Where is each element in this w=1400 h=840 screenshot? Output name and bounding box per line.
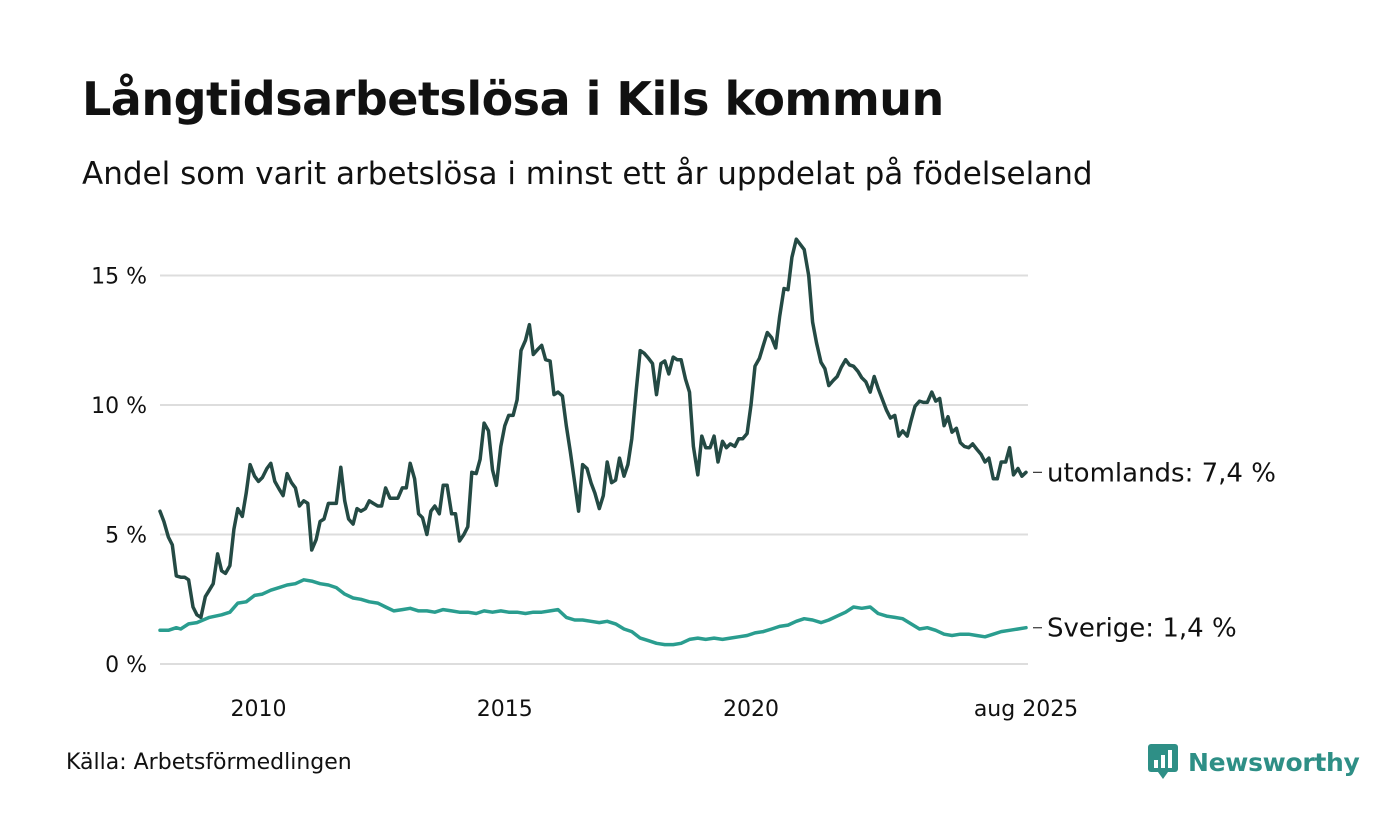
series-line-sverige bbox=[158, 578, 1028, 647]
brand-name: Newsworthy bbox=[1188, 747, 1360, 777]
source-note: Källa: Arbetsförmedlingen bbox=[66, 750, 352, 775]
series-line-utomlands bbox=[158, 237, 1028, 620]
x-tick-label: aug 2025 bbox=[974, 697, 1078, 722]
newsworthy-logo-icon bbox=[1148, 744, 1178, 779]
y-tick-label: 10 % bbox=[91, 394, 147, 419]
end-labels: utomlands: 7,4 % Sverige: 1,4 % bbox=[1033, 458, 1276, 644]
y-tick-label: 15 % bbox=[91, 265, 147, 290]
gridlines bbox=[160, 274, 1028, 665]
chart-subtitle: Andel som varit arbetslösa i minst ett å… bbox=[82, 156, 1093, 192]
chart-title: Långtidsarbetslösa i Kils kommun bbox=[82, 72, 944, 126]
y-axis-ticks: 0 % 5 % 10 % 15 % bbox=[91, 265, 147, 679]
end-label-utomlands: utomlands: 7,4 % bbox=[1047, 458, 1276, 488]
x-tick-label: 2010 bbox=[231, 697, 287, 722]
x-tick-label: 2020 bbox=[723, 697, 779, 722]
x-axis-ticks: 2010 2015 2020 aug 2025 bbox=[231, 697, 1079, 722]
series-lines bbox=[158, 237, 1028, 647]
x-tick-label: 2015 bbox=[477, 697, 533, 722]
brand-logo[interactable]: Newsworthy bbox=[1148, 744, 1360, 780]
y-tick-label: 5 % bbox=[105, 524, 147, 549]
y-tick-label: 0 % bbox=[105, 653, 147, 678]
end-label-sverige: Sverige: 1,4 % bbox=[1047, 614, 1237, 644]
